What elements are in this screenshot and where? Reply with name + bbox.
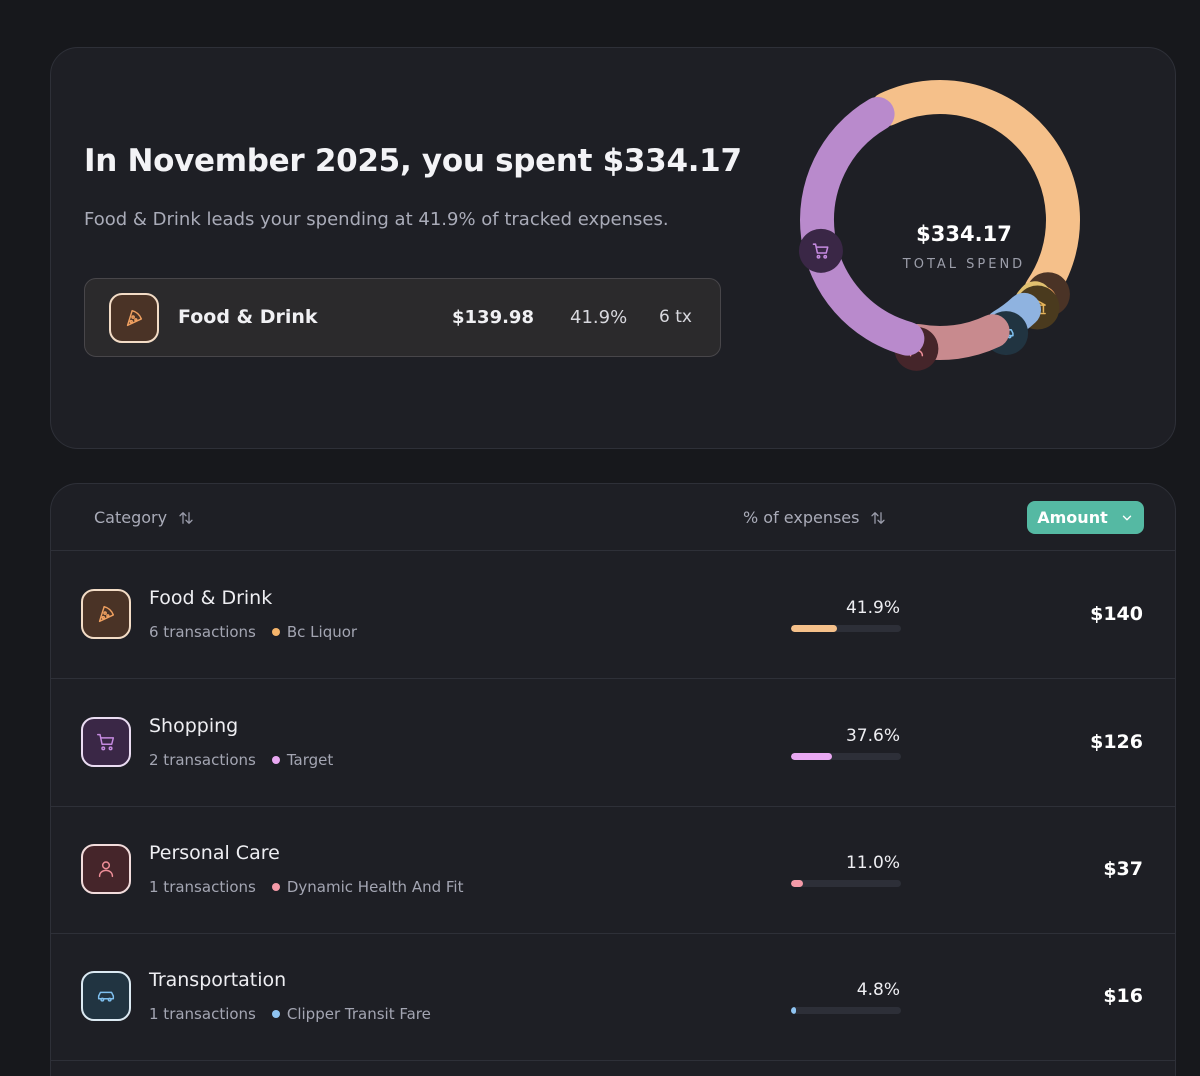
row-amount: $126 [1090, 731, 1143, 753]
spending-donut-chart [798, 80, 1080, 371]
top-category-percent: 41.9% [570, 307, 628, 328]
row-amount: $140 [1090, 603, 1143, 625]
merchant-dot [271, 883, 280, 891]
row-amount: $37 [1103, 858, 1143, 880]
amount-header-label: Amount [1037, 508, 1108, 527]
merchant-dot [271, 1010, 280, 1018]
table-row[interactable]: Shopping 2 transactions Target 37.6% $12… [51, 679, 1175, 807]
row-merchant: Target [286, 751, 334, 769]
table-row[interactable]: Personal Care 1 transactions Dynamic Hea… [51, 806, 1175, 934]
chevron-down-icon [1122, 515, 1131, 520]
category-header-label: Category [94, 508, 168, 527]
row-merchant: Bc Liquor [286, 623, 358, 641]
amount-sort-button[interactable]: Amount [1027, 501, 1144, 534]
row-transaction-count: 2 transactions [149, 751, 256, 769]
percent-header-label: % of expenses [743, 508, 860, 527]
row-category-name: Personal Care [149, 842, 280, 864]
row-meta: 1 transactions Dynamic Health And Fit [149, 878, 463, 896]
category-table: Category % of expenses Amount Food & Dri… [50, 483, 1176, 1076]
row-category-name: Transportation [149, 969, 287, 991]
row-percent-bar [791, 880, 901, 887]
category-sort-header[interactable]: Category [94, 508, 195, 527]
row-percent-bar [791, 1007, 901, 1014]
page-title: In November 2025, you spent $334.17 [84, 143, 742, 179]
row-percent-bar [791, 625, 901, 632]
row-transaction-count: 1 transactions [149, 1005, 256, 1023]
pizza-icon [109, 293, 159, 343]
car-icon [81, 971, 131, 1021]
sort-arrows-icon [177, 509, 195, 527]
row-merchant: Clipper Transit Fare [286, 1005, 431, 1023]
top-category-amount: $139.98 [452, 307, 534, 328]
row-category-name: Shopping [149, 715, 239, 737]
row-amount: $16 [1103, 985, 1143, 1007]
pizza-icon [81, 589, 131, 639]
row-percent: 41.9% [845, 598, 900, 618]
cart-icon [798, 228, 843, 273]
percent-sort-header[interactable]: % of expenses [743, 508, 887, 527]
top-category-name: Food & Drink [178, 306, 318, 328]
row-meta: 2 transactions Target [149, 751, 333, 769]
donut-segment[interactable] [870, 80, 1080, 307]
merchant-dot [271, 628, 280, 636]
row-percent-bar [791, 753, 901, 760]
row-transaction-count: 1 transactions [149, 878, 256, 896]
row-percent: 4.8% [856, 980, 900, 1000]
row-meta: 6 transactions Bc Liquor [149, 623, 357, 641]
person-icon [81, 844, 131, 894]
table-row[interactable]: Transportation 1 transactions Clipper Tr… [51, 933, 1175, 1061]
top-category-pill[interactable]: Food & Drink $139.98 41.9% 6 tx [84, 278, 721, 357]
table-row[interactable]: Food & Drink 6 transactions Bc Liquor 41… [51, 551, 1175, 679]
merchant-dot [271, 756, 280, 764]
row-percent: 11.0% [845, 853, 900, 873]
row-meta: 1 transactions Clipper Transit Fare [149, 1005, 431, 1023]
row-category-name: Food & Drink [149, 587, 273, 609]
row-transaction-count: 6 transactions [149, 623, 256, 641]
donut-caption: TOTAL SPEND [902, 257, 1026, 272]
row-percent: 37.6% [845, 726, 900, 746]
row-merchant: Dynamic Health And Fit [286, 878, 464, 896]
sort-arrows-icon [869, 509, 887, 527]
table-header: Category % of expenses Amount [51, 484, 1175, 551]
cart-icon [81, 717, 131, 767]
donut-total: $334.17 [916, 222, 1012, 246]
top-category-tx-count: 6 tx [659, 307, 692, 327]
summary-subtitle: Food & Drink leads your spending at 41.9… [84, 209, 669, 230]
